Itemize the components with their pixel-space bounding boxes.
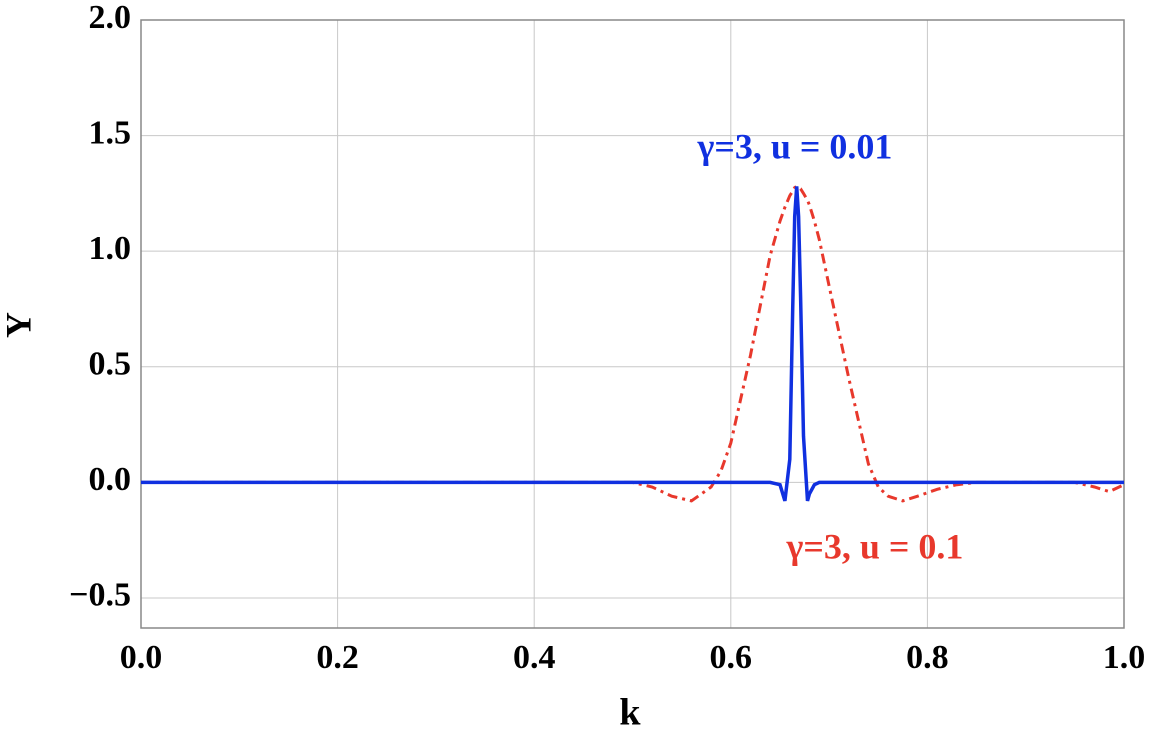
x-tick-label: 0.2 bbox=[316, 639, 359, 676]
x-tick-label: 0.4 bbox=[513, 639, 556, 676]
y-tick-label: 0.0 bbox=[89, 461, 132, 498]
plot-frame bbox=[140, 19, 1125, 629]
x-tick-label: 0.0 bbox=[120, 639, 163, 676]
x-tick-label: 0.8 bbox=[906, 639, 949, 676]
y-tick-label: 1.5 bbox=[89, 114, 132, 151]
y-axis-label: Υ bbox=[0, 312, 38, 338]
x-tick-label: 1.0 bbox=[1103, 639, 1146, 676]
y-tick-label: 0.5 bbox=[89, 346, 132, 383]
y-tick-label: 1.0 bbox=[89, 230, 132, 267]
x-axis-label: k bbox=[619, 692, 641, 734]
data-line bbox=[141, 186, 1124, 502]
data-line bbox=[141, 184, 1125, 503]
series-label: γ=3, u = 0.1 bbox=[786, 526, 964, 566]
y-tick-label: 2.0 bbox=[89, 0, 132, 36]
y-tick-label: −0.5 bbox=[69, 577, 131, 614]
series-label: γ=3, u = 0.01 bbox=[697, 126, 893, 166]
x-tick-label: 0.6 bbox=[710, 639, 753, 676]
